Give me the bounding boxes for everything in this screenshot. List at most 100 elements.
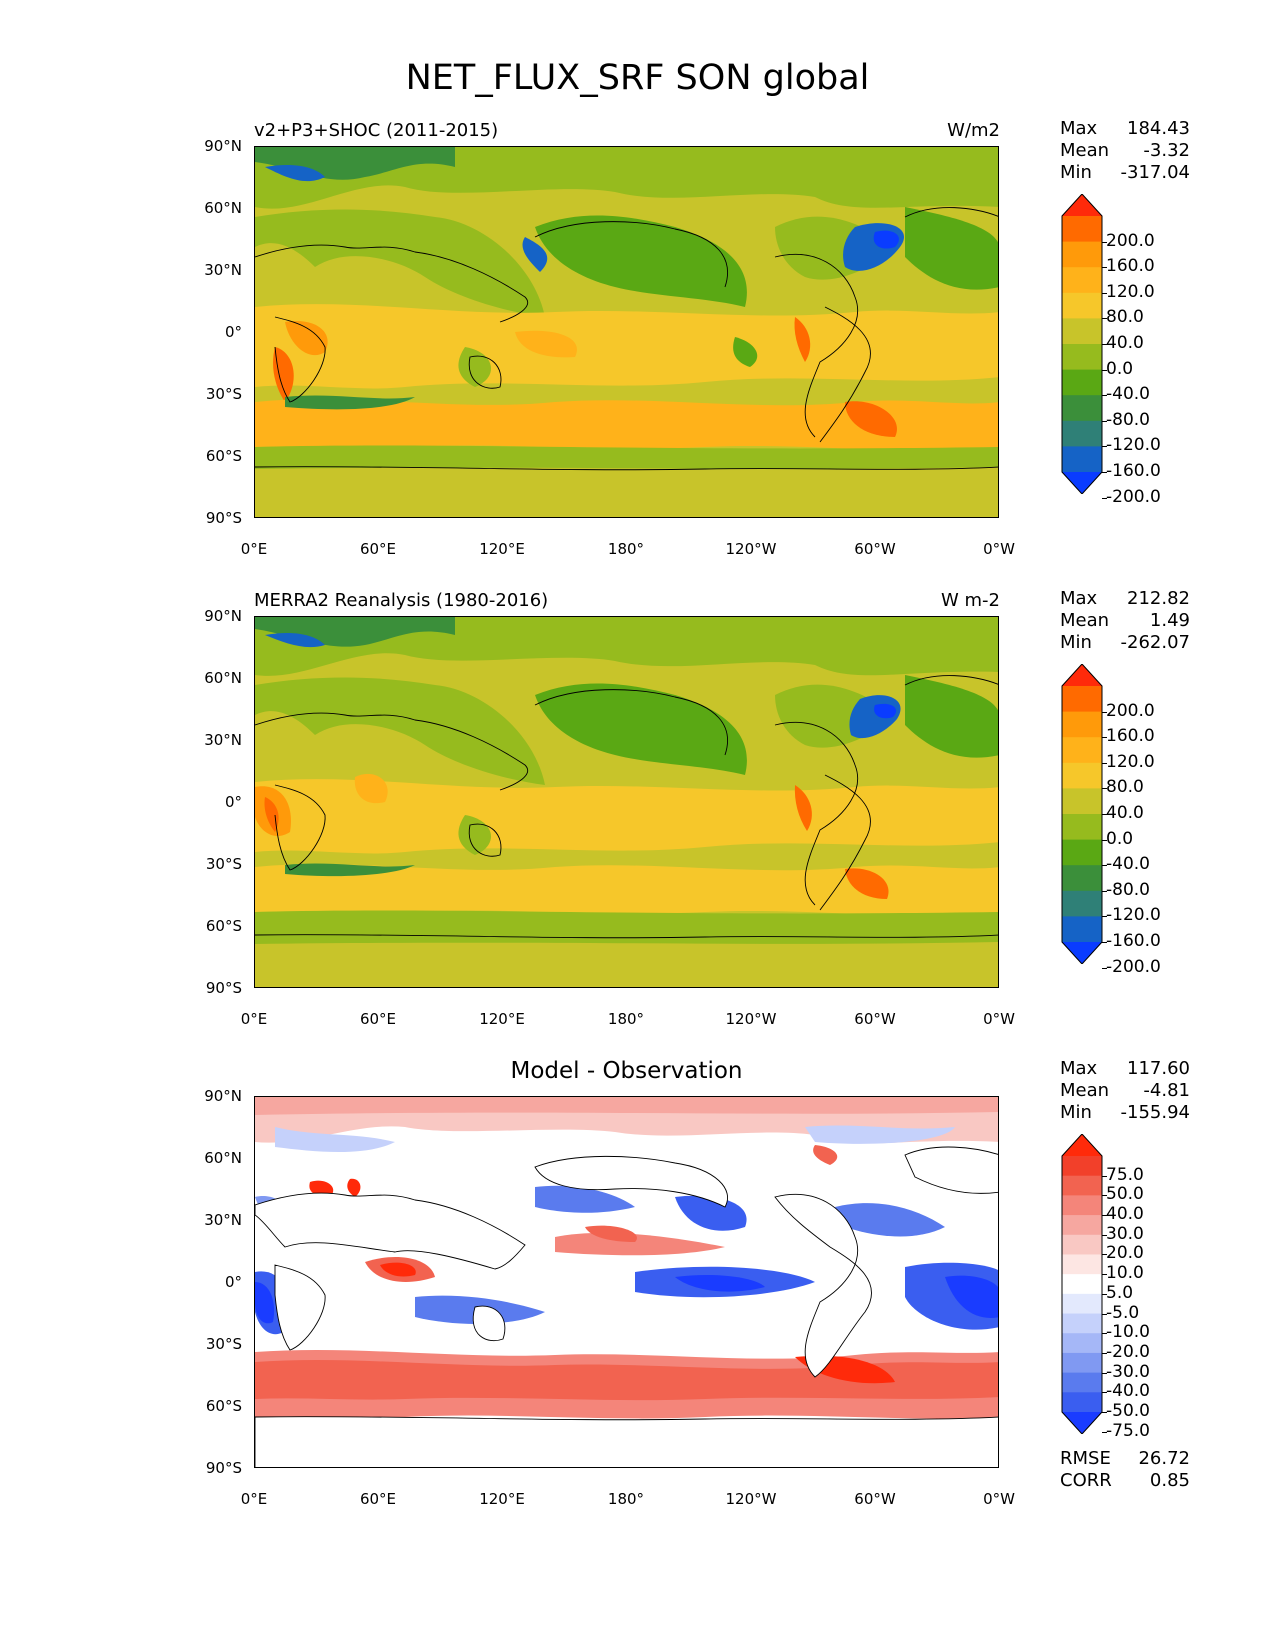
colorbar-label: -5.0 [1106, 1302, 1140, 1323]
colorbar-segment [1062, 216, 1102, 243]
x-tick-label: 0°W [983, 1490, 1015, 1508]
colorbar-tick [1102, 942, 1107, 943]
colorbar-label: -30.0 [1106, 1361, 1150, 1382]
x-tick-label: 0°E [240, 540, 268, 558]
y-tick-label: 30°S [205, 1335, 242, 1353]
colorbar-segment [1062, 292, 1102, 319]
colorbar-segment [1062, 267, 1102, 294]
panel-title: Model - Observation [510, 1058, 743, 1084]
colorbar-tick [1102, 446, 1107, 448]
stat-min-label: Min [1060, 1102, 1092, 1123]
y-tick-label: 90°S [205, 979, 242, 997]
stat-mean-label: Mean [1060, 140, 1110, 161]
colorbar-label: 120.0 [1106, 751, 1155, 772]
x-tick-label: 120°E [479, 1490, 525, 1508]
panel-units: W/m2 [947, 120, 1000, 141]
x-tick-label: 0°E [240, 1490, 268, 1508]
colorbar-label: 75.0 [1106, 1164, 1144, 1185]
colorbar-tick [1102, 865, 1107, 867]
map-obs-field [255, 617, 998, 987]
colorbar-segment [1062, 344, 1102, 371]
colorbar-label: -200.0 [1106, 956, 1161, 977]
colorbar-label: -160.0 [1106, 931, 1161, 951]
colorbar-segment [1062, 1372, 1102, 1393]
colorbar-segment [1062, 890, 1102, 917]
y-tick-label: 60°S [205, 917, 242, 935]
colorbar-label: -200.0 [1106, 486, 1161, 507]
y-tick-label: 90°N [204, 137, 242, 155]
colorbar-segment [1062, 369, 1102, 396]
colorbar-segment [1062, 839, 1102, 866]
figure-title: NET_FLUX_SRF SON global [405, 58, 870, 98]
stat-min: -155.94 [1120, 1102, 1190, 1123]
colorbar-tick [1102, 318, 1107, 320]
colorbar [1061, 664, 1103, 964]
colorbar-tick [1102, 1195, 1107, 1197]
colorbar-segment [1062, 1313, 1102, 1334]
colorbar-label: 0.0 [1106, 828, 1134, 849]
colorbar-label: 160.0 [1106, 726, 1155, 747]
stat-min: -262.07 [1120, 632, 1190, 653]
map-model [254, 146, 999, 518]
y-tick-label: 60°N [204, 669, 242, 687]
y-tick-label: 60°N [204, 1149, 242, 1167]
colorbar-segment [1062, 1175, 1102, 1196]
x-tick-label: 180° [607, 1010, 645, 1028]
stats-block: Max 117.60 Mean -4.81 Min -155.94 [1060, 1058, 1190, 1124]
colorbar-segment [1062, 1156, 1102, 1177]
y-tick-label: 60°S [205, 1397, 242, 1415]
colorbar-label: 200.0 [1106, 230, 1155, 251]
colorbar-label: 80.0 [1106, 307, 1144, 328]
colorbar-tick [1102, 292, 1107, 294]
x-tick-label: 120°W [725, 540, 777, 558]
y-tick-label: 0° [224, 793, 242, 811]
colorbar-label: -40.0 [1106, 384, 1150, 405]
colorbar-segment [1062, 318, 1102, 345]
colorbar-tick [1102, 967, 1107, 969]
corr-value: 0.85 [1149, 1470, 1190, 1491]
y-tick-label: 30°N [204, 731, 242, 749]
panel-units: W m-2 [940, 590, 1000, 611]
stat-max: 184.43 [1127, 118, 1190, 139]
colorbar-tick [1102, 344, 1107, 345]
colorbar-segment [1062, 686, 1102, 713]
colorbar-label: 120.0 [1106, 281, 1155, 302]
x-tick-label: 60°E [359, 1490, 397, 1508]
x-tick-label: 0°W [983, 540, 1015, 558]
colorbar-tick [1102, 1175, 1107, 1177]
colorbar-tick [1102, 369, 1107, 371]
colorbar-tick [1102, 711, 1107, 713]
colorbar-label: 40.0 [1106, 333, 1144, 353]
colorbar-label: 5.0 [1106, 1282, 1134, 1303]
colorbar-segment [1062, 1254, 1102, 1275]
colorbar-label: 50.0 [1106, 1184, 1144, 1205]
colorbar-label: -80.0 [1106, 409, 1150, 430]
stat-mean-label: Mean [1060, 1080, 1110, 1101]
x-tick-label: 120°E [479, 1010, 525, 1028]
x-tick-label: 60°W [854, 1010, 896, 1028]
colorbar-segment [1062, 1215, 1102, 1236]
x-tick-label: 60°W [854, 1490, 896, 1508]
stat-max-label: Max [1060, 1058, 1098, 1079]
y-tick-label: 30°N [204, 1211, 242, 1229]
panel-model: v2+P3+SHOC (2011-2015) W/m2 [0, 0, 1275, 558]
colorbar-label: 30.0 [1106, 1223, 1144, 1244]
panel-diff: Model - Observation [0, 940, 1275, 1508]
colorbar-tick [1102, 1234, 1107, 1236]
y-tick-label: 90°S [205, 509, 242, 527]
colorbar-segment [1062, 446, 1102, 473]
colorbar-segment [1062, 1234, 1102, 1255]
colorbar-segment [1062, 395, 1102, 422]
colorbar-label: 0.0 [1106, 358, 1134, 379]
colorbar-segment [1062, 1333, 1102, 1354]
colorbar-tick [1102, 1431, 1107, 1433]
colorbar-label: -120.0 [1106, 905, 1161, 926]
colorbar-tick [1102, 1215, 1107, 1217]
stat-mean: -4.81 [1143, 1080, 1190, 1101]
colorbar-tick [1102, 788, 1107, 790]
colorbar-segment [1062, 788, 1102, 815]
colorbar-label: -160.0 [1106, 461, 1161, 481]
colorbar [1061, 194, 1103, 494]
colorbar-label: 40.0 [1106, 803, 1144, 823]
colorbar-extend-max [1062, 194, 1102, 216]
